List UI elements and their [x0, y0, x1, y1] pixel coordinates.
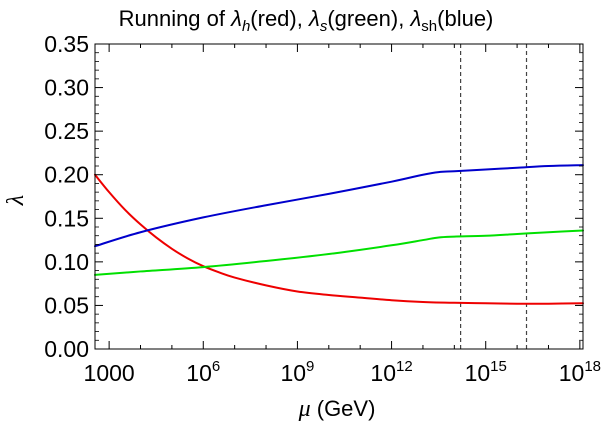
y-tick-label: 0.35	[44, 31, 89, 57]
x-tick-label: 1015	[465, 358, 507, 386]
y-tick-label: 0.30	[44, 75, 89, 101]
y-tick-label: 0.10	[44, 249, 89, 275]
y-tick-label: 0.00	[44, 336, 89, 362]
series-line-lambda-s	[94, 229, 584, 276]
chart-title: Running of λh(red), λs(green), λsh(blue)	[119, 6, 494, 35]
x-tick-label: 1018	[559, 358, 601, 386]
series-line-lambda-h	[94, 173, 584, 305]
axis-ticks	[95, 43, 583, 350]
x-tick-label: 1012	[370, 358, 412, 386]
series-line-lambda-sh	[94, 164, 584, 248]
threshold-markers	[460, 44, 528, 349]
y-tick-label: 0.25	[44, 118, 89, 144]
y-tick-labels: 0.00 0.05 0.10 0.15 0.20 0.25 0.30 0.35	[44, 31, 89, 362]
plot-frame	[94, 43, 584, 350]
series-layer	[94, 164, 584, 305]
y-tick-label: 0.20	[44, 162, 89, 188]
y-tick-label: 0.15	[44, 205, 89, 231]
x-tick-label: 106	[186, 358, 220, 386]
x-tick-labels: 1000 106 109 1012 1015 1018	[84, 358, 601, 386]
x-tick-label: 109	[280, 358, 314, 386]
y-tick-label: 0.05	[44, 292, 89, 318]
y-axis-label: λ	[3, 195, 29, 206]
x-axis-label: μ (GeV)	[298, 396, 376, 422]
x-tick-label: 1000	[84, 360, 135, 386]
